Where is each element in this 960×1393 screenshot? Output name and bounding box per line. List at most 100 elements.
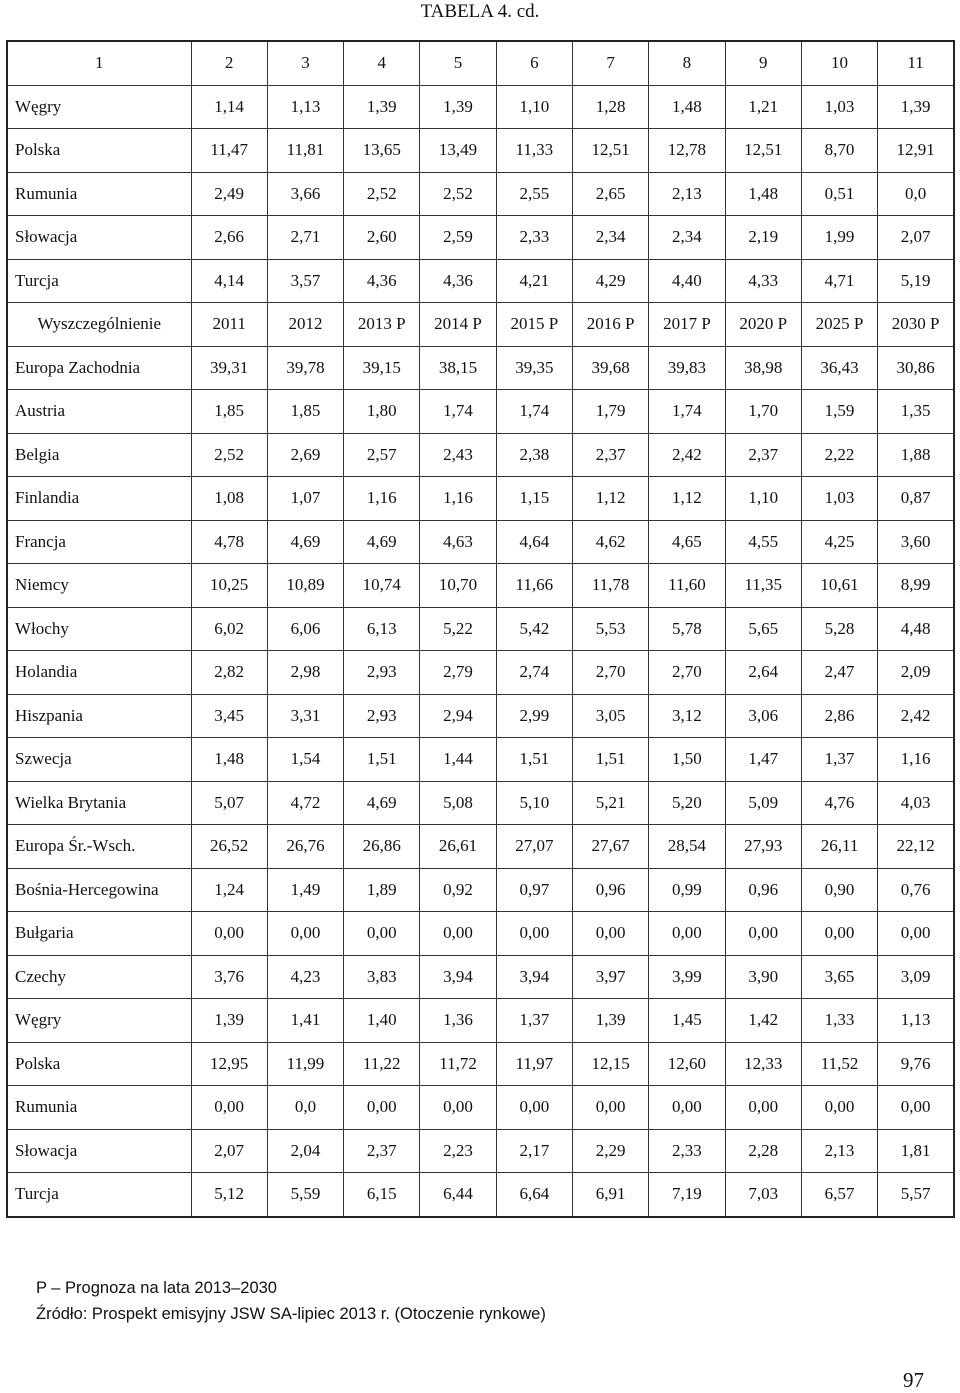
table-cell: 3,12 <box>648 693 726 738</box>
table-cell: 1,39 <box>343 84 421 129</box>
table-cell: 2,29 <box>571 1128 650 1173</box>
table-cell: 13,49 <box>419 128 497 173</box>
table-cell: 4,69 <box>343 780 421 825</box>
table-cell: 6,06 <box>266 606 345 651</box>
table-cell: 2,17 <box>495 1128 573 1173</box>
table-cell: 3,66 <box>266 171 345 216</box>
table-cell: 2,86 <box>800 693 879 738</box>
table-cell: 0,00 <box>571 1085 650 1130</box>
table-cell: 0,51 <box>800 171 879 216</box>
table-title: TABELA 4. cd. <box>420 1 540 22</box>
row-label: Europa Zachodnia <box>6 345 192 390</box>
table-cell: 3,06 <box>724 693 802 738</box>
table-cell: 30,86 <box>877 345 955 390</box>
table-cell: 27,07 <box>495 824 573 869</box>
row-label: Hiszpania <box>6 693 192 738</box>
table-cell: 38,15 <box>419 345 497 390</box>
table-cell: 11,47 <box>190 128 268 173</box>
table-row: Turcja 5,12 5,59 6,15 6,44 6,64 6,91 7,19 7,03 6,… <box>6 1172 955 1217</box>
table-cell: 5,07 <box>190 780 268 825</box>
table-cell: 1,45 <box>648 998 726 1043</box>
table-cell: 4,65 <box>648 519 726 564</box>
table-cell: 2,70 <box>571 650 650 695</box>
table-cell: 1,79 <box>571 389 650 434</box>
table-cell: 6,91 <box>571 1172 650 1217</box>
table-cell: 5,28 <box>800 606 879 651</box>
table-cell: 7 <box>571 40 650 86</box>
table-cell: 2,37 <box>724 432 802 477</box>
table-row: Węgry 1,39 1,41 1,40 1,36 1,37 1,39 1,45 1,42 1,3… <box>6 998 955 1043</box>
table-cell: 1,48 <box>648 84 726 129</box>
table-cell: 2012 <box>266 302 345 347</box>
footnote: P – Prognoza na lata 2013–2030 <box>36 1279 277 1297</box>
table-cell: 1,13 <box>266 84 345 129</box>
table-row: Wyszczególnienie 2011 2012 2013 P 2014 P 2015… <box>6 302 955 347</box>
table-cell: 11,72 <box>419 1041 497 1086</box>
table-cell: 5,21 <box>571 780 650 825</box>
table-cell: 1,12 <box>648 476 726 521</box>
table-cell: 5,78 <box>648 606 726 651</box>
table-row: Polska 11,47 11,81 13,65 13,49 11,33 12,51 12,7… <box>6 128 955 173</box>
table-cell: 2,82 <box>190 650 268 695</box>
table-cell: 0,00 <box>495 1085 573 1130</box>
table-cell: 12,60 <box>648 1041 726 1086</box>
table-cell: 2,33 <box>495 215 573 260</box>
table-cell: 1,03 <box>800 84 879 129</box>
table-cell: 4,03 <box>877 780 955 825</box>
table-cell: 2,66 <box>190 215 268 260</box>
table-cell: 1,54 <box>266 737 345 782</box>
table-cell: 2015 P <box>495 302 573 347</box>
table-cell: 1,70 <box>724 389 802 434</box>
table-cell: 4,36 <box>419 258 497 303</box>
page-number: 97 <box>903 1368 924 1392</box>
table-cell: 2,28 <box>724 1128 802 1173</box>
table-cell: 1,37 <box>800 737 879 782</box>
table-cell: 2014 P <box>419 302 497 347</box>
table-row: Włochy 6,02 6,06 6,13 5,22 5,42 5,53 5,78 5,65 5,… <box>6 606 955 651</box>
table-cell: 8,99 <box>877 563 955 608</box>
table-row: Węgry 1,14 1,13 1,39 1,39 1,10 1,28 1,48 1,21 1,0… <box>6 84 955 129</box>
table-cell: 2030 P <box>877 302 955 347</box>
row-label: Wyszczególnienie <box>6 302 192 347</box>
table-cell: 1,81 <box>877 1128 955 1173</box>
table-row: 1 2 3 4 5 6 7 8 9 10 11 <box>6 40 955 86</box>
table-cell: 0,87 <box>877 476 955 521</box>
table-cell: 3,05 <box>571 693 650 738</box>
table-cell: 1,13 <box>877 998 955 1043</box>
table-cell: 5,65 <box>724 606 802 651</box>
table-cell: 0,0 <box>266 1085 345 1130</box>
row-label: Niemcy <box>6 563 192 608</box>
table-cell: 0,00 <box>343 911 421 956</box>
row-label: Francja <box>6 519 192 564</box>
row-label: Węgry <box>6 998 192 1043</box>
row-label: 1 <box>6 40 192 86</box>
table-cell: 5,09 <box>724 780 802 825</box>
table-cell: 2,59 <box>419 215 497 260</box>
table-cell: 10,74 <box>343 563 421 608</box>
table-cell: 2,43 <box>419 432 497 477</box>
table-cell: 7,03 <box>724 1172 802 1217</box>
table-cell: 10,25 <box>190 563 268 608</box>
table-cell: 4,69 <box>266 519 345 564</box>
table-row: Europa Śr.-Wsch. 26,52 26,76 26,86 26,61 27,0… <box>6 824 955 869</box>
table-cell: 4,33 <box>724 258 802 303</box>
table-cell: 5,22 <box>419 606 497 651</box>
table-cell: 5,10 <box>495 780 573 825</box>
row-label: Turcja <box>6 258 192 303</box>
table-cell: 12,51 <box>571 128 650 173</box>
table-cell: 3,97 <box>571 954 650 999</box>
table-cell: 1,35 <box>877 389 955 434</box>
table-cell: 2025 P <box>800 302 879 347</box>
table-cell: 13,65 <box>343 128 421 173</box>
table-cell: 4,69 <box>343 519 421 564</box>
row-label: Włochy <box>6 606 192 651</box>
table-cell: 11,97 <box>495 1041 573 1086</box>
table-cell: 1,50 <box>648 737 726 782</box>
table-cell: 2,57 <box>343 432 421 477</box>
table-cell: 0,00 <box>724 911 802 956</box>
table-cell: 0,96 <box>724 867 802 912</box>
table-row: Francja 4,78 4,69 4,69 4,63 4,64 4,62 4,65 4,55 4… <box>6 519 955 564</box>
table-row: Słowacja 2,66 2,71 2,60 2,59 2,33 2,34 2,34 2,19… <box>6 215 955 260</box>
table-cell: 6,64 <box>495 1172 573 1217</box>
